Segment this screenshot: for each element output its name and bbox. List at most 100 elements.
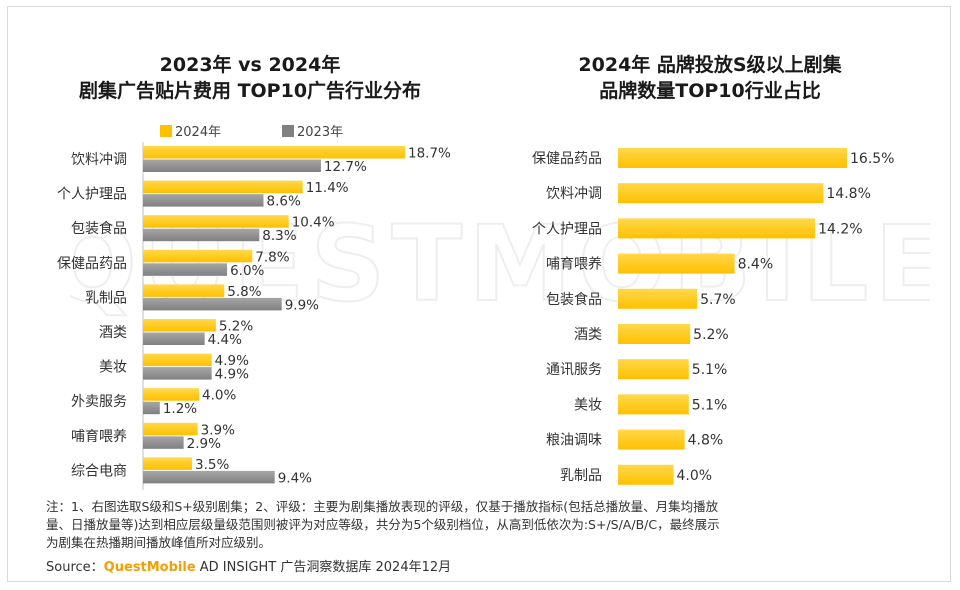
right-data-label: 5.1%: [692, 397, 728, 413]
bar-s-level: [618, 359, 689, 380]
data-label-2023: 8.6%: [266, 194, 300, 210]
bar-2023: [143, 436, 184, 449]
data-label-2023: 2.9%: [187, 436, 221, 452]
bar-s-level: [618, 288, 698, 309]
left-chart-title: 2023年 vs 2024年 剧集广告贴片费用 TOP10广告行业分布: [40, 52, 460, 104]
left-title-line-1: 2023年 vs 2024年: [159, 54, 341, 76]
bar-2024: [143, 180, 303, 194]
bar-2023: [143, 401, 160, 415]
legend-swatch-2023: [282, 124, 294, 137]
right-title-line-2: 品牌数量TOP10行业占比: [599, 80, 821, 102]
right-data-label: 8.4%: [738, 257, 774, 273]
right-data-label: 14.8%: [826, 186, 870, 202]
data-label-2024: 4.0%: [202, 388, 236, 404]
right-category-label: 哺育喂养: [546, 257, 602, 273]
left-category-label: 包装食品: [71, 220, 127, 237]
right-data-label: 5.1%: [692, 362, 728, 378]
figure-frame: [7, 6, 951, 582]
right-category-label: 包装食品: [546, 291, 602, 308]
right-category-label: 酒类: [574, 327, 602, 343]
left-category-label: 饮料冲调: [71, 152, 127, 168]
bar-2024: [143, 422, 198, 436]
bar-2023: [143, 159, 321, 172]
data-label-2023: 8.3%: [262, 228, 296, 244]
bar-s-level: [618, 218, 816, 239]
data-label-2023: 6.0%: [230, 263, 264, 279]
left-category-label: 美妆: [99, 360, 127, 376]
bar-2024: [143, 319, 216, 332]
bar-s-level: [618, 253, 735, 274]
bar-2023: [143, 470, 275, 484]
legend-swatch-2024: [160, 124, 172, 137]
left-category-label: 个人护理品: [57, 187, 127, 203]
bar-2023: [143, 332, 205, 345]
data-label-2023: 1.2%: [163, 401, 197, 417]
bar-s-level: [618, 324, 691, 344]
left-category-label: 乳制品: [85, 290, 127, 306]
data-label-2024: 10.4%: [292, 215, 335, 231]
data-label-2023: 4.9%: [215, 367, 249, 383]
data-label-2023: 12.7%: [324, 159, 367, 175]
data-label-2024: 3.5%: [195, 457, 229, 473]
right-data-label: 5.2%: [693, 327, 729, 343]
bar-2023: [143, 228, 260, 242]
footnote-line-3: 为剧集在热播期间播放峰值所对应级别。: [46, 535, 272, 550]
bar-2023: [143, 367, 212, 380]
bar-s-level: [618, 148, 847, 168]
bar-s-level: [618, 394, 689, 415]
bar-2023: [143, 297, 282, 311]
bar-2024: [143, 353, 212, 367]
legend-item-2024: 2024年: [160, 121, 221, 140]
data-label-2024: 5.2%: [219, 319, 253, 335]
data-label-2023: 9.9%: [285, 297, 319, 313]
right-chart-title: 2024年 品牌投放S级以上剧集 品牌数量TOP10行业占比: [500, 52, 920, 104]
bar-2024: [143, 457, 193, 470]
right-category-label: 美妆: [574, 397, 602, 413]
right-category-label: 个人护理品: [532, 221, 602, 237]
footnote-line-2: 量、日播放量等)达到相应层级量级范围则被评为对应等级，共分为5个级别档位，从高到…: [46, 517, 720, 532]
data-label-2024: 5.8%: [227, 284, 261, 300]
right-data-label: 14.2%: [818, 221, 862, 237]
left-category-label: 综合电商: [71, 463, 127, 479]
right-category-label: 乳制品: [560, 468, 602, 484]
data-label-2024: 11.4%: [306, 180, 349, 196]
right-data-label: 5.7%: [700, 292, 736, 308]
source-suffix: AD INSIGHT 广告洞察数据库 2024年12月: [195, 560, 452, 575]
right-category-label: 保健品药品: [532, 151, 602, 167]
data-label-2024: 3.9%: [201, 422, 235, 438]
bar-2023: [143, 263, 228, 276]
left-category-label: 哺育喂养: [71, 429, 127, 445]
bar-2024: [143, 284, 225, 297]
footnote-line-1: 注：1、右图选取S级和S+级别剧集；2、评级：主要为剧集播放表现的评级，仅基于播…: [46, 499, 719, 514]
right-category-label: 通讯服务: [546, 362, 602, 378]
footnote: 注：1、右图选取S级和S+级别剧集；2、评级：主要为剧集播放表现的评级，仅基于播…: [46, 498, 916, 552]
left-category-label: 保健品药品: [57, 256, 127, 272]
data-label-2024: 18.7%: [408, 146, 451, 162]
left-category-label: 酒类: [99, 325, 127, 341]
source-line: Source：QuestMobile AD INSIGHT 广告洞察数据库 20…: [46, 556, 451, 575]
right-title-line-1: 2024年 品牌投放S级以上剧集: [578, 54, 842, 76]
bar-2024: [143, 249, 253, 263]
legend-label-2024: 2024年: [175, 125, 222, 140]
data-label-2023: 9.4%: [278, 470, 312, 486]
bar-s-level: [618, 429, 685, 450]
source-prefix: Source：: [46, 560, 104, 575]
bar-2024: [143, 146, 405, 159]
bar-2024: [143, 388, 200, 401]
left-category-label: 外卖服务: [71, 394, 127, 410]
data-label-2024: 7.8%: [255, 249, 289, 265]
right-data-label: 16.5%: [850, 151, 894, 167]
source-brand: QuestMobile: [103, 560, 196, 575]
right-data-label: 4.8%: [688, 433, 724, 449]
bar-2024: [143, 215, 289, 228]
legend-item-2023: 2023年: [282, 121, 343, 140]
right-category-label: 粮油调味: [546, 433, 602, 449]
right-data-label: 4.0%: [677, 468, 713, 484]
bar-s-level: [618, 183, 824, 204]
data-label-2023: 4.4%: [208, 332, 242, 348]
right-category-label: 饮料冲调: [546, 186, 602, 202]
bar-2023: [143, 194, 264, 207]
legend-label-2023: 2023年: [297, 125, 344, 140]
